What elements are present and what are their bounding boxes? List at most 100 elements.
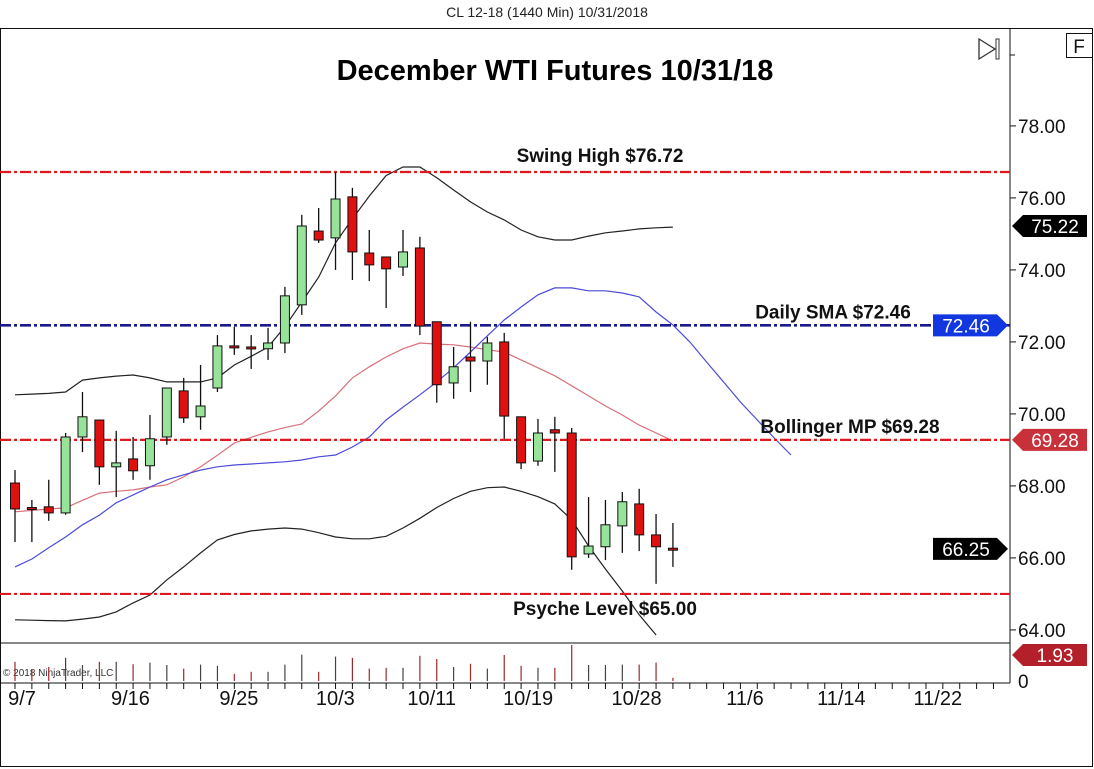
volume-marker: 1.93 [1012, 644, 1087, 667]
y-tick-label: 72.00 [1018, 333, 1066, 354]
candle[interactable] [532, 418, 543, 466]
candle-body-down [381, 256, 392, 270]
candle[interactable] [600, 499, 611, 561]
candle-body-up [448, 366, 459, 384]
lower-bollinger-band [14, 486, 657, 636]
candle-body-down [634, 503, 645, 536]
x-tick-label: 10/19 [503, 688, 553, 710]
candle[interactable] [381, 256, 392, 309]
candle-body-down [566, 432, 577, 558]
candle[interactable] [634, 488, 645, 552]
candle-body-down [128, 458, 139, 472]
candle-body-up [617, 501, 628, 527]
candle[interactable] [398, 229, 409, 277]
x-tick-label: 11/6 [726, 688, 763, 710]
candle[interactable] [195, 364, 206, 430]
candle-body-down [313, 230, 324, 241]
copyright: © 2018 NinjaTrader, LLC [3, 668, 113, 679]
candle[interactable] [347, 187, 358, 280]
candle[interactable] [263, 327, 274, 360]
scroll-to-end-icon[interactable] [978, 37, 1000, 61]
y-tick-label: 64.00 [1018, 621, 1066, 642]
price-marker: 69.28 [1012, 428, 1087, 452]
candle-body-up [532, 432, 543, 462]
candle-body-down [499, 341, 510, 417]
candle[interactable] [128, 436, 139, 480]
candle[interactable] [667, 523, 678, 567]
candle-body-down [94, 419, 105, 468]
candle[interactable] [313, 208, 324, 243]
candle-body-down [246, 346, 257, 350]
candle-body-up [111, 462, 122, 468]
candle[interactable] [482, 336, 493, 385]
candle[interactable] [26, 499, 37, 543]
candle[interactable] [448, 346, 459, 399]
y-tick-label: 68.00 [1018, 477, 1066, 498]
candle[interactable] [549, 416, 560, 472]
candle[interactable] [161, 387, 172, 445]
candle-body-up [263, 342, 274, 350]
chart-title: December WTI Futures 10/31/18 [337, 55, 774, 87]
moving-average-line [14, 287, 792, 568]
candle-body-down [229, 345, 240, 349]
candle[interactable] [43, 479, 54, 521]
candle[interactable] [77, 391, 88, 453]
candle[interactable] [212, 335, 223, 392]
candle[interactable] [296, 214, 307, 315]
candle[interactable] [60, 433, 71, 515]
candle[interactable] [10, 470, 20, 543]
candle[interactable] [465, 321, 476, 392]
candle-body-down [651, 534, 662, 548]
x-tick-label: 9/16 [111, 688, 150, 710]
candle[interactable] [246, 335, 257, 369]
candle-body-up [482, 342, 493, 362]
f-button[interactable]: F [1066, 33, 1093, 59]
candle[interactable] [364, 229, 375, 282]
candle-body-down [178, 390, 189, 419]
candle[interactable] [499, 332, 510, 439]
candle-body-up [296, 225, 307, 306]
candle-body-down [10, 482, 20, 510]
level-label: Bollinger MP $69.28 [760, 417, 939, 438]
candle-body-down [431, 321, 442, 386]
candle-body-up [195, 405, 206, 418]
candle-body-down [465, 356, 476, 362]
candle[interactable] [516, 416, 527, 469]
volume-axis-label: 0 [1018, 672, 1029, 693]
candle-body-down [43, 506, 54, 514]
volume-marker-text: 1.93 [1037, 646, 1074, 667]
candle-body-up [77, 416, 88, 438]
bollinger-middle-line [14, 342, 674, 513]
candle[interactable] [617, 492, 628, 553]
x-tick-label: 9/7 [8, 688, 36, 710]
candle[interactable] [583, 497, 594, 558]
candle[interactable] [431, 321, 442, 403]
candle-body-up [330, 198, 341, 239]
candle[interactable] [279, 286, 290, 354]
price-marker-text: 69.28 [1031, 431, 1079, 452]
window-title: CL 12-18 (1440 Min) 10/31/2018 [446, 4, 648, 20]
x-tick-label: 11/22 [914, 688, 963, 710]
y-tick-label: 74.00 [1018, 261, 1066, 282]
candle[interactable] [144, 415, 155, 480]
candle[interactable] [651, 514, 662, 584]
candle[interactable] [414, 236, 425, 336]
chart-frame [0, 28, 1093, 767]
level-label: Psyche Level $65.00 [513, 599, 697, 620]
candle[interactable] [330, 172, 341, 270]
x-tick-label: 11/14 [817, 688, 866, 710]
candle[interactable] [566, 427, 577, 570]
upper-bollinger-band [14, 166, 673, 396]
candle-body-down [667, 547, 678, 551]
candle[interactable] [178, 377, 189, 423]
price-marker-text: 66.25 [942, 540, 990, 561]
x-tick-label: 10/11 [407, 688, 456, 710]
candle[interactable] [111, 430, 122, 498]
candle-body-up [212, 345, 223, 389]
x-tick-label: 10/28 [612, 688, 662, 710]
candle[interactable] [229, 326, 240, 355]
candle[interactable] [94, 419, 105, 485]
candle-body-up [279, 295, 290, 344]
y-tick-label: 66.00 [1018, 549, 1066, 570]
